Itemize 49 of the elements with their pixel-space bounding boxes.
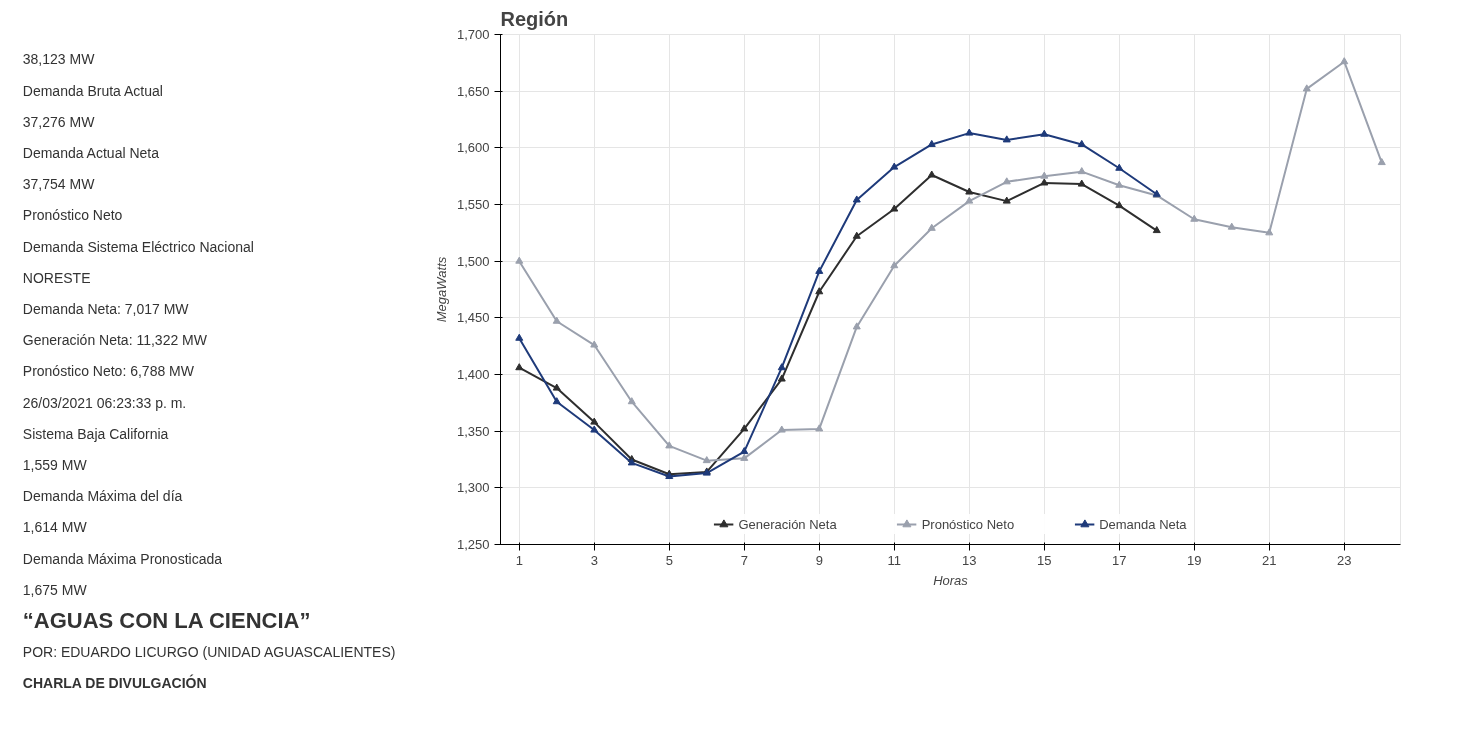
x-tick-label: 9 [815,552,823,568]
chart-title: Región [500,7,569,30]
text: Demanda Sistema Eléctrico Nacional [22,238,254,255]
x-tick-label: 3 [590,552,598,568]
x-tick-label: 15 [1037,552,1052,568]
y-tick-label: 1,350 [456,423,490,439]
text: 26/03/2021 06:23:33 p. m. [22,394,187,411]
x-tick-label: 11 [887,552,901,568]
x-tick-label: 17 [1112,552,1127,568]
x-tick-label: 19 [1187,552,1202,568]
y-axis-title: MegaWatts [433,256,449,323]
text: Pronóstico Neto [22,207,123,224]
text: 1,675 MW [22,581,88,598]
y-tick-label: 1,550 [456,197,490,212]
x-tick-label: 13 [962,552,977,568]
text: Demanda Bruta Actual [22,82,163,99]
text: 37,754 MW [22,176,96,193]
text: Demanda Actual Neta [22,145,160,162]
text: 38,123 MW [22,51,96,68]
x-tick-label: 23 [1337,552,1352,568]
legend-label: Pronóstico Neto [921,516,1015,532]
text: “AGUAS CON LA CIENCIA” [22,608,311,634]
y-tick-label: 1,450 [456,310,490,326]
y-tick-label: 1,500 [456,253,490,269]
x-tick-label: 1 [515,552,523,568]
x-tick-label: 7 [740,552,748,568]
y-tick-label: 1,400 [456,367,490,382]
y-tick-label: 1,600 [456,140,490,156]
text: 1,559 MW [22,456,88,473]
y-tick-label: 1,700 [456,27,490,42]
legend-label: Generación Neta [738,516,837,532]
y-tick-label: 1,300 [456,480,490,496]
text: Demanda Máxima Pronosticada [22,550,223,567]
text: Pronóstico Neto: 6,788 MW [22,363,195,380]
legend-label: Demanda Neta [1099,516,1187,532]
text: Sistema Baja California [22,425,169,442]
text: Demanda Máxima del día [22,488,183,505]
text: 37,276 MW [22,113,96,130]
text: POR: EDUARDO LICURGO (UNIDAD AGUASCALIENTES) [22,644,396,661]
text: Generación Neta: 11,322 MW [22,332,208,349]
x-tick-label: 21 [1262,552,1277,568]
y-tick-label: 1,650 [456,83,490,99]
y-tick-label: 1,250 [456,537,490,552]
text: CHARLA DE DIVULGACIÓN [22,674,207,692]
x-tick-label: 5 [665,552,673,568]
text: NORESTE [22,269,91,286]
text: Demanda Neta: 7,017 MW [22,301,190,317]
x-axis-title: Horas [933,572,969,588]
text: 1,614 MW [22,519,88,536]
